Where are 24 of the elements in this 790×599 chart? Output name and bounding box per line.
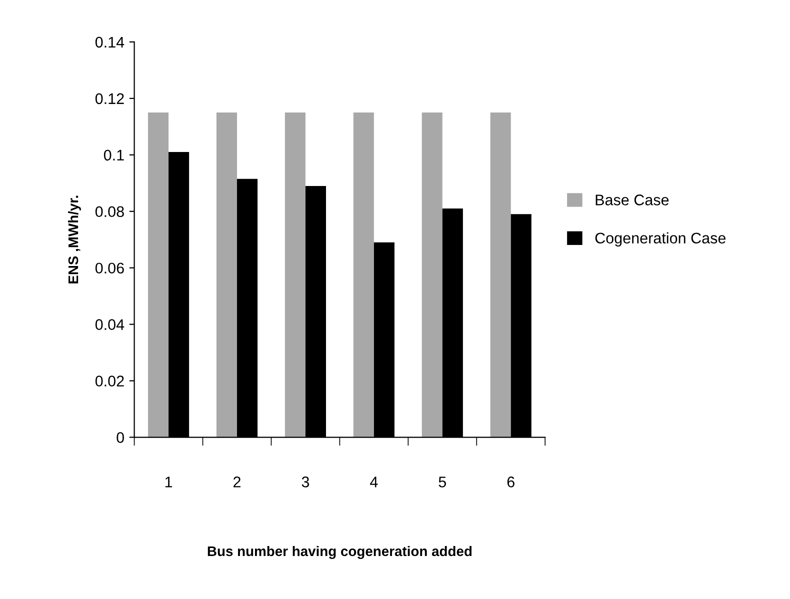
y-tick-label: 0.12 — [95, 93, 124, 104]
x-tick-label: 3 — [302, 476, 310, 488]
bar — [490, 112, 511, 438]
bar — [422, 112, 442, 438]
y-axis-title: ENS ,MWh/yr. — [68, 196, 81, 284]
x-tick-label: 1 — [165, 476, 172, 488]
bar — [284, 112, 306, 438]
y-tick-label: 0.06 — [95, 262, 124, 274]
legend-label: Base Case — [596, 194, 669, 206]
bar — [148, 112, 169, 438]
y-tick-label: 0.04 — [95, 319, 124, 330]
legend-label: Cogeneration Case — [595, 232, 726, 247]
y-tick-label: 0.14 — [95, 36, 124, 48]
y-tick-label: 0 — [116, 432, 124, 443]
y-tick-label: 0.08 — [95, 206, 124, 218]
bar — [353, 112, 374, 438]
y-tick-label: 0.02 — [95, 376, 124, 386]
y-tick-label: 0.1 — [104, 150, 124, 161]
x-tick-label: 5 — [438, 476, 446, 488]
bar — [216, 112, 237, 438]
x-tick-label: 6 — [507, 476, 514, 488]
x-tick-label: 4 — [370, 476, 378, 488]
x-axis-title: Bus number having cogeneration added — [208, 546, 472, 559]
x-tick-label: 2 — [234, 476, 240, 488]
